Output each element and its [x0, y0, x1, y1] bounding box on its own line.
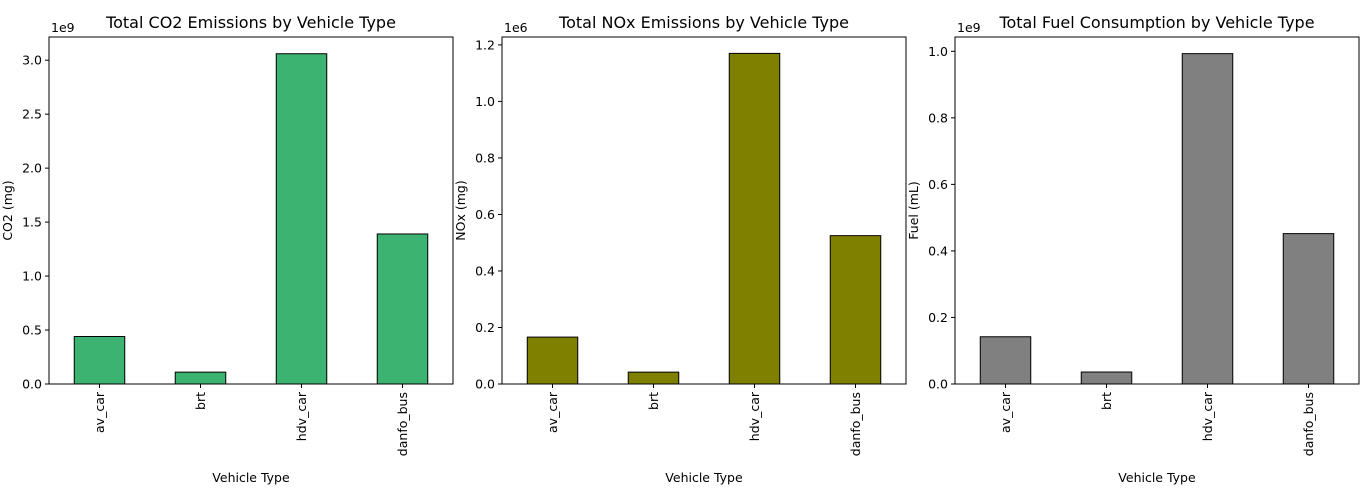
x-tick-label: brt — [193, 392, 208, 410]
y-tick-label: 1.0 — [928, 44, 948, 59]
y-tick-label: 1.0 — [22, 269, 42, 284]
bar-danfo_bus — [829, 235, 882, 385]
y-tick-label: 0.8 — [928, 110, 948, 125]
y-tick-label: 0.6 — [475, 207, 495, 222]
chart-panel-1: 0.0 0.5 1.0 1.5 2.0 2.5 3.0 av_car brt hdv_car dan… — [0, 13, 454, 485]
axes-frame — [954, 36, 1360, 385]
bar-av_car — [526, 336, 579, 385]
bar-hdv_car — [1181, 53, 1234, 385]
y-tick-label: 0.0 — [928, 377, 948, 392]
x-tick-label: hdv_car — [1200, 391, 1215, 441]
axis-offset-label: 1e6 — [504, 20, 528, 35]
bar-av_car — [73, 336, 126, 385]
y-tick-label: 0.2 — [475, 320, 495, 335]
y-tick-label: 1.5 — [22, 215, 42, 230]
y-tick-label: 1.0 — [475, 94, 495, 109]
y-tick-label: 0.0 — [22, 377, 42, 392]
bar-brt — [627, 371, 680, 385]
bar-hdv_car — [275, 53, 328, 385]
y-tick-label: 2.0 — [22, 161, 42, 176]
bar-danfo_bus — [1282, 233, 1335, 385]
axis-offset-label: 1e9 — [957, 20, 981, 35]
chart-title: Total Fuel Consumption by Vehicle Type — [998, 13, 1314, 32]
y-axis-label: NOx (mg) — [453, 180, 468, 240]
y-axis-label: CO2 (mg) — [0, 180, 15, 240]
axis-offset-label: 1e9 — [51, 20, 75, 35]
y-tick-label: 0.2 — [928, 310, 948, 325]
axes-frame — [501, 36, 907, 385]
chart-panel-2: 0.0 0.2 0.4 0.6 0.8 1.0 1.2 av_car brt hdv_car dan… — [453, 13, 907, 485]
y-axis-label: Fuel (mL) — [906, 181, 921, 239]
bar-danfo_bus — [376, 233, 429, 385]
y-tick-label: 0.4 — [475, 263, 495, 278]
y-tick-label: 0.8 — [475, 150, 495, 165]
x-axis-label: Vehicle Type — [665, 470, 743, 485]
y-tick-label: 0.0 — [475, 377, 495, 392]
x-tick-label: av_car — [92, 391, 107, 433]
bar-av_car — [979, 336, 1032, 385]
x-axis-label: Vehicle Type — [1118, 470, 1196, 485]
x-axis-label: Vehicle Type — [212, 470, 290, 485]
x-tick-label: danfo_bus — [395, 392, 410, 456]
y-tick-label: 3.0 — [22, 53, 42, 68]
x-tick-label: danfo_bus — [848, 392, 863, 456]
bar-brt — [174, 371, 227, 385]
y-tick-label: 2.5 — [22, 107, 42, 122]
x-tick-label: hdv_car — [747, 391, 762, 441]
x-tick-label: brt — [646, 392, 661, 410]
x-tick-label: av_car — [998, 391, 1013, 433]
chart-panel-3: 0.0 0.2 0.4 0.6 0.8 1.0 av_car brt hdv_car danfo_… — [906, 13, 1360, 485]
y-tick-label: 0.5 — [22, 323, 42, 338]
x-tick-label: brt — [1099, 392, 1114, 410]
chart-title: Total CO2 Emissions by Vehicle Type — [105, 13, 396, 32]
bar-brt — [1080, 371, 1133, 385]
bar-hdv_car — [728, 52, 781, 385]
y-tick-label: 1.2 — [475, 37, 495, 52]
x-tick-label: av_car — [545, 391, 560, 433]
chart-title: Total NOx Emissions by Vehicle Type — [558, 13, 849, 32]
y-tick-label: 0.6 — [928, 177, 948, 192]
y-tick-label: 0.4 — [928, 243, 948, 258]
axes-frame — [48, 36, 454, 385]
x-tick-label: danfo_bus — [1301, 392, 1316, 456]
x-tick-label: hdv_car — [294, 391, 309, 441]
